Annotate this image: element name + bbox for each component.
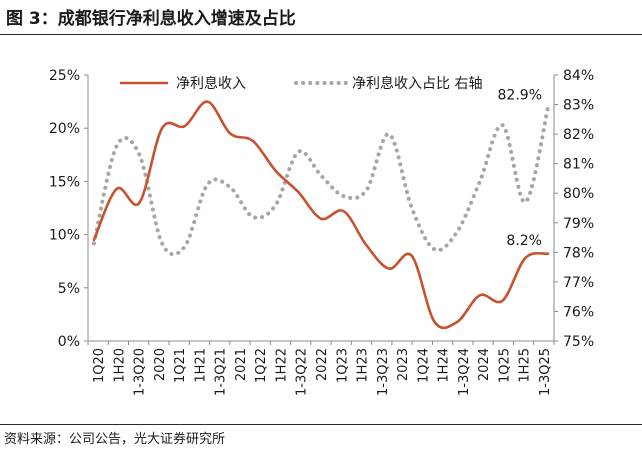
y-left-tick-label: 5% xyxy=(58,281,80,297)
x-tick-label: 1-3Q24 xyxy=(457,348,472,396)
y-right-tick-label: 81% xyxy=(563,157,594,173)
y-right-tick-label: 83% xyxy=(563,98,594,114)
x-tick-label: 2021 xyxy=(234,348,249,381)
chart-axes: 0% 5% 10% 15% 20% 25% 75% 76% 77% 78% 79% 80% 81% 82%… xyxy=(49,68,594,396)
x-tick-label: 2024 xyxy=(477,348,492,381)
y-right-tick-label: 75% xyxy=(563,334,594,350)
x-tick-label: 1Q24 xyxy=(416,348,431,383)
x-tick-label: 1-3Q25 xyxy=(538,348,553,396)
y-right-tick-label: 76% xyxy=(563,304,594,320)
chart-legend: 净利息收入 净利息收入占比 右轴 xyxy=(120,75,482,92)
x-tick-label: 1Q25 xyxy=(497,348,512,383)
x-tick-label: 1Q20 xyxy=(92,348,107,383)
x-tick-label: 1H21 xyxy=(193,348,208,383)
x-tick-label: 1H22 xyxy=(274,348,289,383)
x-tick-label: 1H24 xyxy=(437,348,452,383)
series-end-label: 82.9% xyxy=(498,88,542,104)
figure-title: 图 3：成都银行净利息收入增速及占比 xyxy=(6,9,296,29)
x-tick-label: 1Q21 xyxy=(173,348,188,383)
x-tick-label: 2020 xyxy=(153,348,168,381)
y-left-tick-label: 20% xyxy=(49,121,80,137)
y-left-tick-label: 0% xyxy=(58,334,80,350)
x-tick-label: 1-3Q20 xyxy=(133,348,148,396)
x-tick-label: 2022 xyxy=(315,348,330,381)
y-right-tick-label: 84% xyxy=(563,68,594,84)
source-note: 资料来源：公司公告，光大证券研究所 xyxy=(4,432,226,447)
x-tick-label: 1H25 xyxy=(518,348,533,383)
x-tick-label: 1H23 xyxy=(356,348,371,383)
y-left-tick-label: 15% xyxy=(49,174,80,190)
legend-label-growth: 净利息收入 xyxy=(176,75,246,92)
x-tick-label: 2023 xyxy=(396,348,411,381)
y-left-tick-label: 25% xyxy=(49,68,80,84)
x-tick-label: 1Q23 xyxy=(335,348,350,383)
x-tick-label: 1-3Q21 xyxy=(214,348,229,396)
x-tick-label: 1Q22 xyxy=(254,348,269,383)
bottom-divider xyxy=(0,424,642,425)
y-right-tick-label: 82% xyxy=(563,127,594,143)
series-line-share xyxy=(92,105,550,257)
legend-label-share: 净利息收入占比 右轴 xyxy=(352,75,482,92)
y-right-tick-label: 79% xyxy=(563,216,594,232)
top-divider xyxy=(0,34,642,35)
x-tick-label: 1-3Q22 xyxy=(295,348,310,396)
series-end-label: 8.2% xyxy=(506,233,542,249)
y-right-tick-label: 80% xyxy=(563,186,594,202)
chart: 0% 5% 10% 15% 20% 25% 75% 76% 77% 78% 79% 80% 81% 82%… xyxy=(49,68,594,396)
y-right-tick-label: 77% xyxy=(563,275,594,291)
series-line-growth xyxy=(92,100,550,330)
y-right-tick-label: 78% xyxy=(563,245,594,261)
chart-series: 82.9% 8.2% xyxy=(92,88,550,330)
x-tick-label: 1H20 xyxy=(112,348,127,383)
y-left-tick-label: 10% xyxy=(49,228,80,244)
x-tick-label: 1-3Q23 xyxy=(376,348,391,396)
